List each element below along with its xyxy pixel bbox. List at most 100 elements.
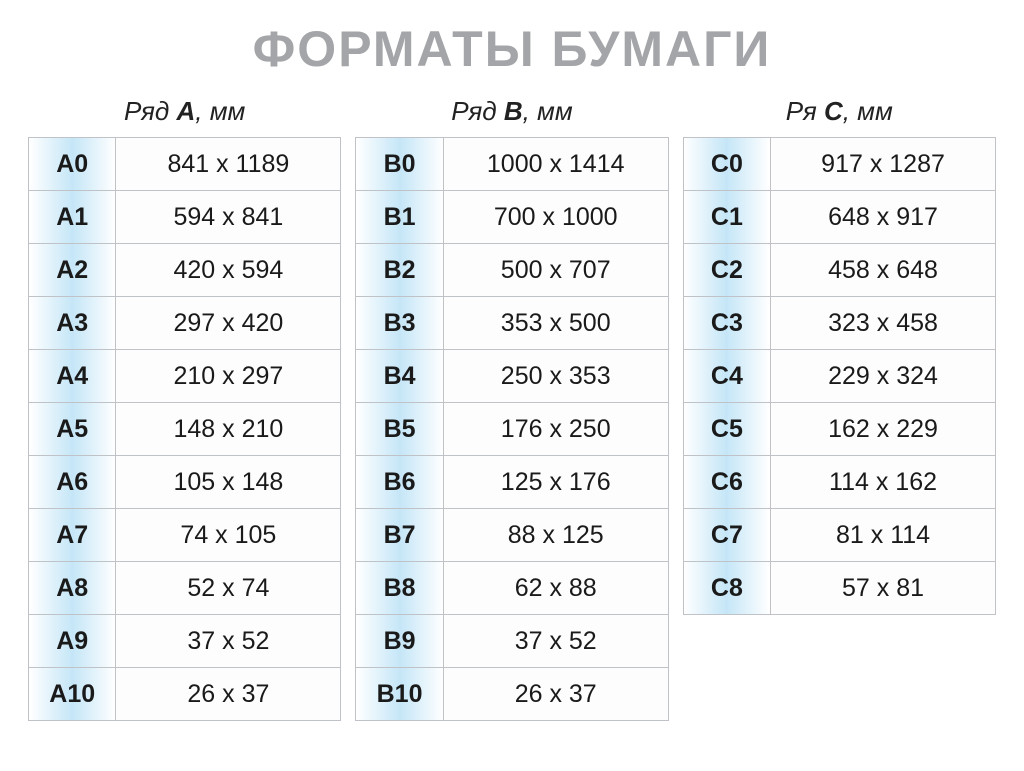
- format-dim: 57 x 81: [771, 562, 996, 615]
- table-row: C857 x 81: [683, 562, 995, 615]
- page-root: ФОРМАТЫ БУМАГИ Ряд A, мм A0841 x 1189 A1…: [0, 0, 1024, 721]
- table-row: B1700 x 1000: [356, 191, 668, 244]
- series-c-header-suffix: , мм: [843, 96, 893, 126]
- series-c-column: Ря C, мм C0917 x 1287 C1648 x 917 C2458 …: [683, 96, 996, 721]
- format-dim: 88 x 125: [443, 509, 668, 562]
- series-b-header-suffix: , мм: [523, 96, 573, 126]
- table-row: A1026 x 37: [29, 668, 341, 721]
- series-c-header-letter: C: [824, 96, 843, 126]
- columns-container: Ряд A, мм A0841 x 1189 A1594 x 841 A2420…: [28, 96, 996, 721]
- table-row: C3323 x 458: [683, 297, 995, 350]
- format-code: A3: [29, 297, 116, 350]
- format-dim: 594 x 841: [116, 191, 341, 244]
- format-dim: 105 x 148: [116, 456, 341, 509]
- format-dim: 125 x 176: [443, 456, 668, 509]
- format-code: C1: [683, 191, 770, 244]
- series-a-header-letter: A: [176, 96, 195, 126]
- format-dim: 353 x 500: [443, 297, 668, 350]
- format-code: B5: [356, 403, 443, 456]
- format-code: C4: [683, 350, 770, 403]
- format-dim: 176 x 250: [443, 403, 668, 456]
- format-dim: 297 x 420: [116, 297, 341, 350]
- table-row: C6114 x 162: [683, 456, 995, 509]
- series-a-table: A0841 x 1189 A1594 x 841 A2420 x 594 A32…: [28, 137, 341, 721]
- format-dim: 148 x 210: [116, 403, 341, 456]
- format-dim: 917 x 1287: [771, 138, 996, 191]
- format-dim: 37 x 52: [443, 615, 668, 668]
- table-row: C0917 x 1287: [683, 138, 995, 191]
- table-row: B5176 x 250: [356, 403, 668, 456]
- format-dim: 229 x 324: [771, 350, 996, 403]
- series-a-column: Ряд A, мм A0841 x 1189 A1594 x 841 A2420…: [28, 96, 341, 721]
- format-dim: 52 x 74: [116, 562, 341, 615]
- format-code: C7: [683, 509, 770, 562]
- series-a-header: Ряд A, мм: [28, 96, 341, 127]
- series-a-header-suffix: , мм: [195, 96, 245, 126]
- series-c-header: Ря C, мм: [683, 96, 996, 127]
- series-b-column: Ряд B, мм B01000 x 1414 B1700 x 1000 B25…: [355, 96, 668, 721]
- format-code: B6: [356, 456, 443, 509]
- format-code: A6: [29, 456, 116, 509]
- table-row: A852 x 74: [29, 562, 341, 615]
- table-row: C781 x 114: [683, 509, 995, 562]
- format-code: A7: [29, 509, 116, 562]
- table-row: B01000 x 1414: [356, 138, 668, 191]
- format-code: B9: [356, 615, 443, 668]
- table-row: B937 x 52: [356, 615, 668, 668]
- format-code: A1: [29, 191, 116, 244]
- series-c-header-prefix: Ря: [786, 96, 824, 126]
- format-code: A0: [29, 138, 116, 191]
- format-code: B1: [356, 191, 443, 244]
- format-code: B2: [356, 244, 443, 297]
- format-code: B10: [356, 668, 443, 721]
- table-row: B6125 x 176: [356, 456, 668, 509]
- format-dim: 1000 x 1414: [443, 138, 668, 191]
- format-dim: 648 x 917: [771, 191, 996, 244]
- format-dim: 114 x 162: [771, 456, 996, 509]
- format-dim: 26 x 37: [116, 668, 341, 721]
- format-code: C2: [683, 244, 770, 297]
- page-title: ФОРМАТЫ БУМАГИ: [28, 20, 996, 78]
- format-dim: 250 x 353: [443, 350, 668, 403]
- format-dim: 62 x 88: [443, 562, 668, 615]
- format-code: A2: [29, 244, 116, 297]
- format-dim: 74 x 105: [116, 509, 341, 562]
- format-dim: 26 x 37: [443, 668, 668, 721]
- table-row: A937 x 52: [29, 615, 341, 668]
- format-dim: 162 x 229: [771, 403, 996, 456]
- format-code: C6: [683, 456, 770, 509]
- format-code: A5: [29, 403, 116, 456]
- series-b-table: B01000 x 1414 B1700 x 1000 B2500 x 707 B…: [355, 137, 668, 721]
- format-dim: 210 x 297: [116, 350, 341, 403]
- format-dim: 700 x 1000: [443, 191, 668, 244]
- format-code: B4: [356, 350, 443, 403]
- table-row: B788 x 125: [356, 509, 668, 562]
- table-row: B4250 x 353: [356, 350, 668, 403]
- table-row: B3353 x 500: [356, 297, 668, 350]
- format-code: B3: [356, 297, 443, 350]
- table-row: C4229 x 324: [683, 350, 995, 403]
- format-code: B7: [356, 509, 443, 562]
- table-row: A1594 x 841: [29, 191, 341, 244]
- table-row: B862 x 88: [356, 562, 668, 615]
- table-row: A4210 x 297: [29, 350, 341, 403]
- series-a-header-prefix: Ряд: [124, 96, 177, 126]
- series-b-header-prefix: Ряд: [451, 96, 504, 126]
- series-b-header: Ряд B, мм: [355, 96, 668, 127]
- format-code: A9: [29, 615, 116, 668]
- format-dim: 81 x 114: [771, 509, 996, 562]
- format-dim: 420 x 594: [116, 244, 341, 297]
- format-code: A10: [29, 668, 116, 721]
- table-row: A3297 x 420: [29, 297, 341, 350]
- format-dim: 37 x 52: [116, 615, 341, 668]
- table-row: A2420 x 594: [29, 244, 341, 297]
- table-row: A5148 x 210: [29, 403, 341, 456]
- format-dim: 458 x 648: [771, 244, 996, 297]
- format-code: B0: [356, 138, 443, 191]
- table-row: A6105 x 148: [29, 456, 341, 509]
- format-code: C5: [683, 403, 770, 456]
- series-b-header-letter: B: [504, 96, 523, 126]
- format-code: C0: [683, 138, 770, 191]
- format-code: B8: [356, 562, 443, 615]
- table-row: A0841 x 1189: [29, 138, 341, 191]
